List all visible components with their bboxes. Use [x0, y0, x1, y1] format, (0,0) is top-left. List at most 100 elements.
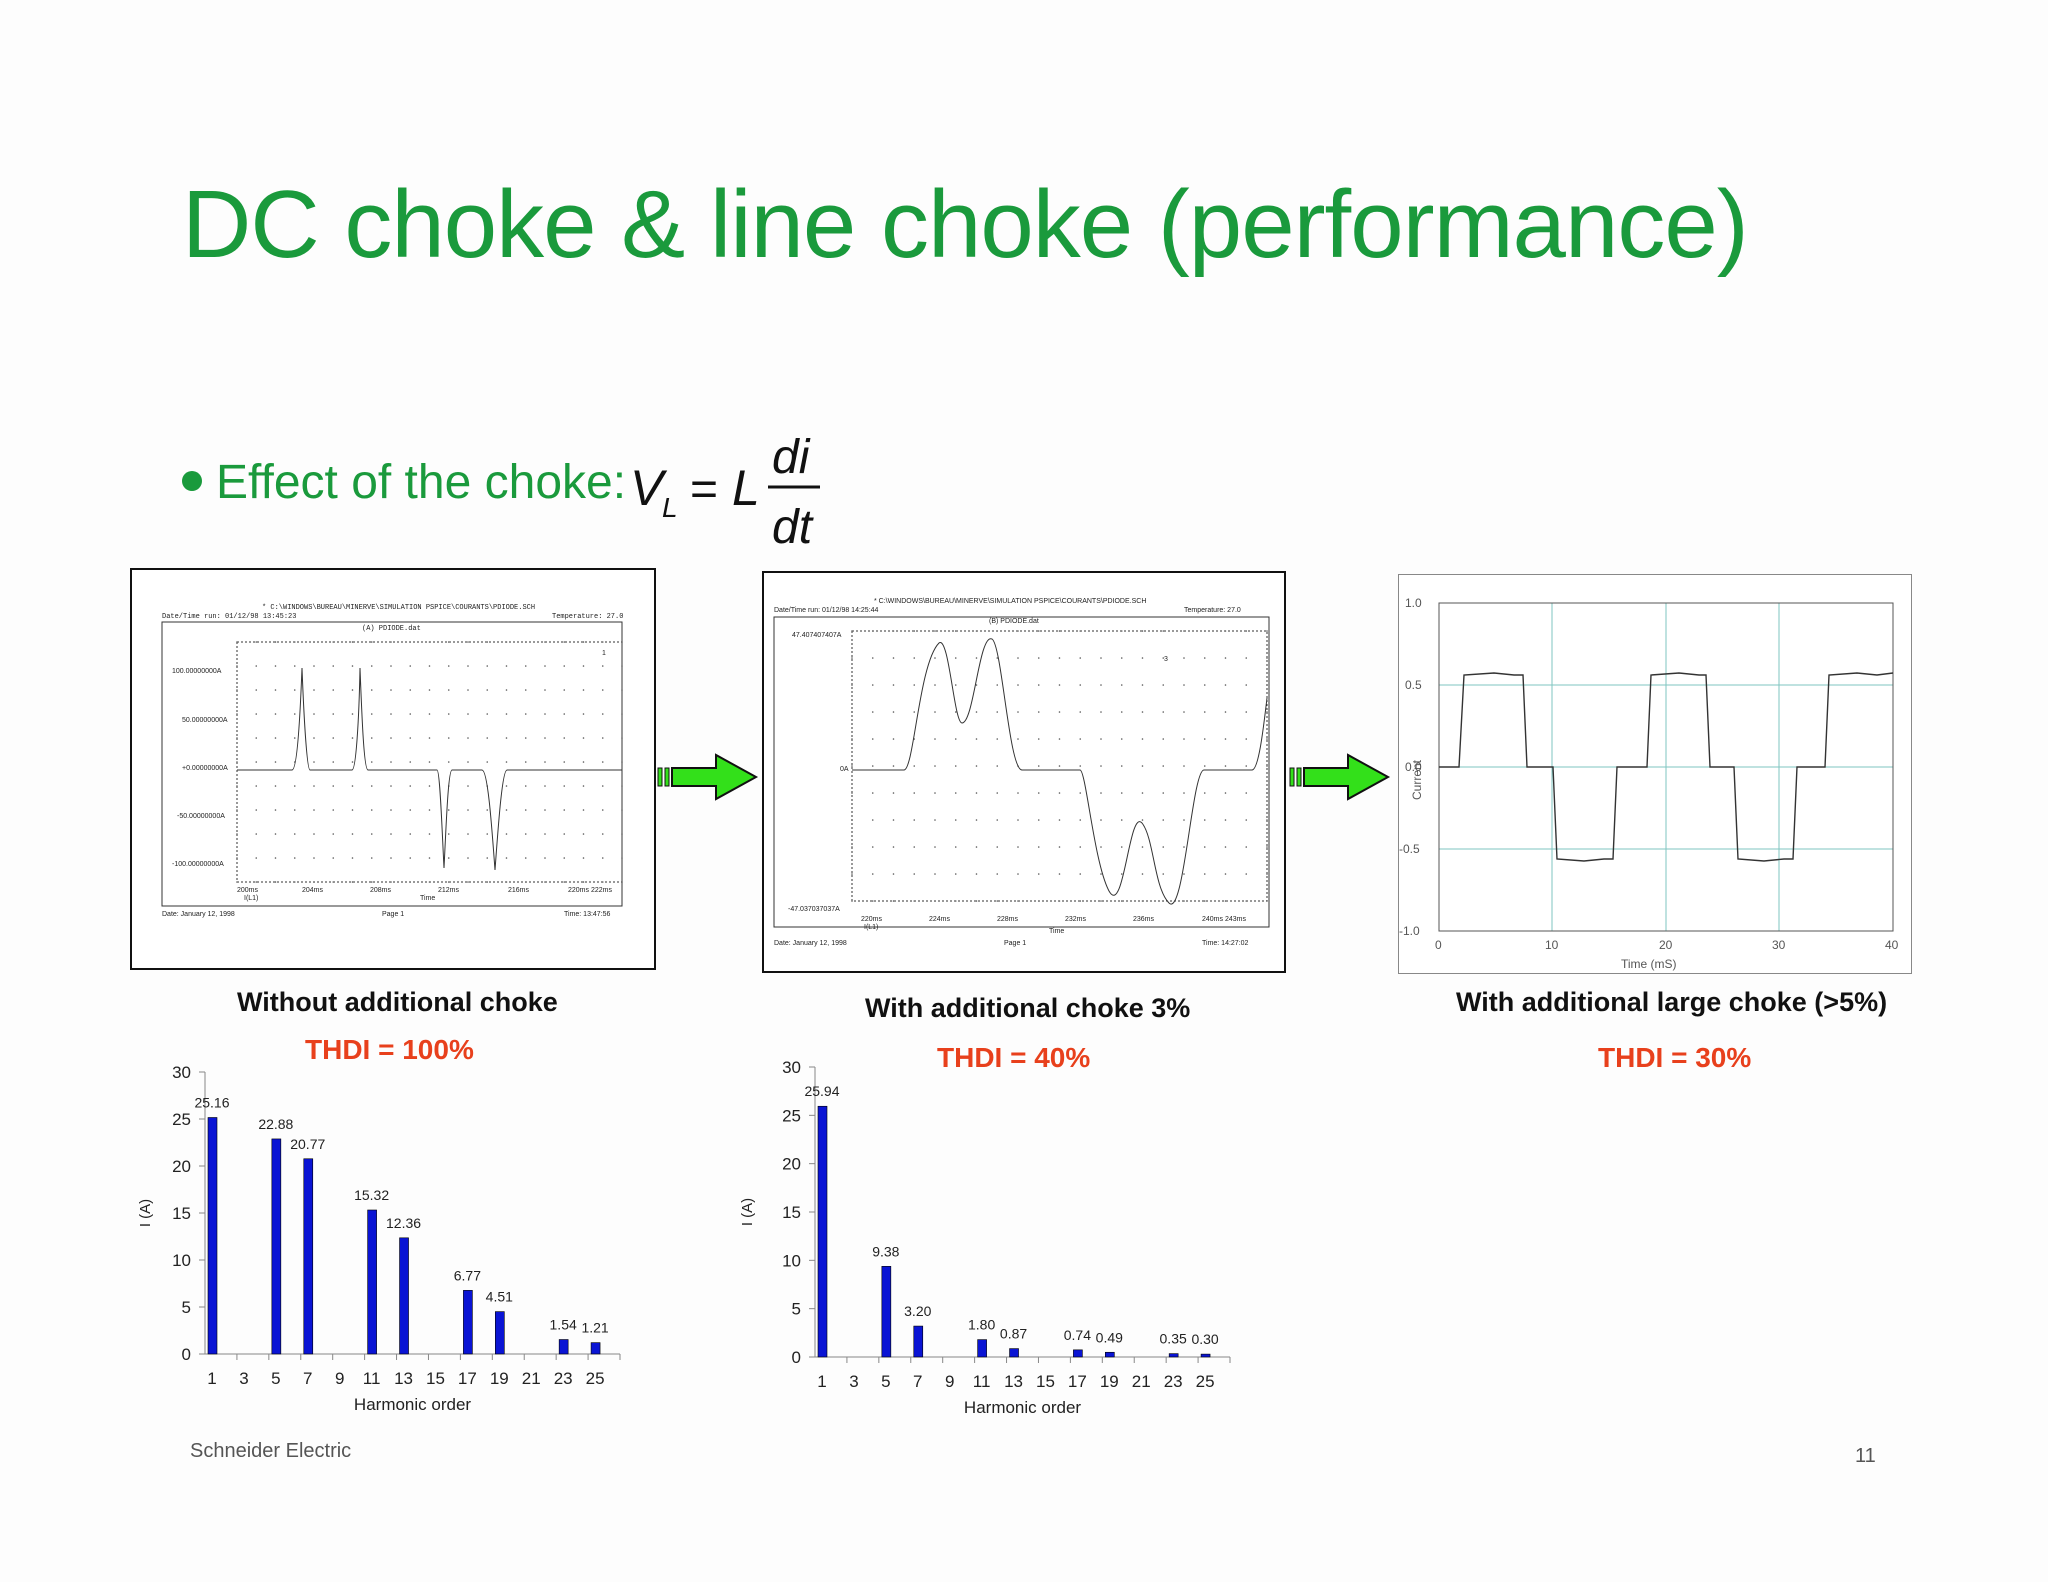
grid-dot [505, 881, 508, 883]
grid-dot [954, 900, 957, 902]
grid-dot [505, 809, 508, 811]
grid-dot [1058, 900, 1061, 902]
grid-dot [1079, 846, 1082, 848]
grid-dot [913, 819, 916, 821]
bar [817, 1105, 828, 1358]
grid-dot [1224, 630, 1227, 632]
grid-dot [486, 809, 489, 811]
grid-dot [1058, 819, 1061, 821]
grid-dot [1120, 711, 1123, 713]
x-tick-label: 7 [303, 1369, 312, 1388]
scope-1-xlabel-5: 220ms 222ms [568, 887, 612, 894]
x-tick-label: 17 [1068, 1372, 1087, 1391]
grid-dot [544, 881, 546, 883]
grid-dot [524, 785, 527, 787]
grid-dot [601, 785, 604, 787]
grid-dot [1079, 738, 1082, 740]
scope-2-dataset: (B) PDIODE.dat [989, 618, 1039, 625]
grid-dot [871, 900, 874, 902]
grid-dot [293, 809, 296, 811]
grid-dot [1079, 873, 1082, 875]
grid-dot [236, 785, 238, 787]
grid-dot [390, 857, 392, 859]
grid-dot [1266, 711, 1268, 713]
grid-dot [1120, 765, 1123, 767]
scope-2-temp: Temperature: 27.0 [1184, 607, 1241, 614]
grid-dot [255, 713, 258, 715]
caption-panel-1: Without additional choke [237, 987, 558, 1017]
y-tick-label: 10 [782, 1251, 801, 1270]
scope-panel-2: * C:\WINDOWS\BUREAU\MINERVE\SIMULATION P… [762, 571, 1286, 973]
grid-dot [255, 857, 258, 859]
grid-dot [1183, 657, 1185, 659]
grid-dot [954, 630, 957, 632]
grid-dot [871, 792, 874, 794]
grid-dot [274, 881, 277, 883]
grid-dot [1141, 846, 1144, 848]
grid-dot [1203, 657, 1206, 659]
grid-dot [1079, 630, 1082, 632]
grid-dot [1266, 819, 1268, 821]
grid-dot [524, 737, 527, 739]
plot-xlabel-2: 20 [1659, 938, 1673, 952]
grid-dot [409, 761, 412, 763]
grid-dot [601, 641, 604, 643]
grid-dot [293, 689, 296, 691]
scope-panel-1: * C:\WINDOWS\BUREAU\MINERVE\SIMULATION P… [130, 568, 656, 970]
grid-dot [332, 737, 335, 739]
data-label: 0.87 [1000, 1326, 1027, 1342]
grid-dot [447, 689, 450, 691]
grid-dot [428, 857, 431, 859]
grid-dot [1266, 738, 1268, 740]
grid-dot [428, 833, 431, 835]
grid-dot [954, 765, 957, 767]
grid-dot [1183, 900, 1185, 902]
grid-dot [428, 761, 431, 763]
grid-dot [447, 713, 450, 715]
data-label: 0.35 [1160, 1331, 1187, 1347]
thdi-panel-1: THDI = 100% [305, 1034, 474, 1065]
grid-dot [447, 881, 450, 883]
grid-dot [975, 765, 978, 767]
scope-2-xlabel-0: 220ms [861, 916, 883, 923]
scope-2-waveform [852, 638, 1268, 905]
grid-dot [851, 900, 853, 902]
grid-dot [913, 792, 916, 794]
grid-dot [621, 761, 623, 763]
grid-dot [954, 738, 957, 740]
grid-dot [1079, 792, 1082, 794]
grid-dot [601, 665, 604, 667]
grid-dot [236, 881, 238, 883]
grid-dot [486, 737, 489, 739]
grid-dot [524, 641, 527, 643]
scope-1-path: * C:\WINDOWS\BUREAU\MINERVE\SIMULATION P… [262, 604, 535, 612]
scope-1-xlabel-4: 216ms [508, 887, 530, 894]
grid-dot [1162, 738, 1165, 740]
grid-dot [544, 689, 546, 691]
grid-dot [1100, 765, 1102, 767]
grid-dot [255, 665, 258, 667]
grid-dot [370, 713, 373, 715]
plot-ytitle: Current [1410, 759, 1424, 800]
bar [1009, 1348, 1019, 1358]
grid-dot [332, 881, 335, 883]
grid-dot [1183, 765, 1185, 767]
grid-dot [236, 689, 238, 691]
grid-dot [1141, 765, 1144, 767]
grid-dot [332, 833, 335, 835]
grid-dot [934, 738, 936, 740]
grid-dot [1245, 657, 1248, 659]
formula-coef: L [732, 460, 760, 516]
grid-dot [1100, 792, 1102, 794]
grid-dot [975, 711, 978, 713]
grid-dot [1037, 765, 1040, 767]
grid-dot [293, 785, 296, 787]
grid-dot [996, 738, 999, 740]
data-label: 0.30 [1191, 1331, 1218, 1347]
grid-dot [975, 684, 978, 686]
bullet-line: Effect of the choke: [182, 455, 626, 510]
grid-dot [934, 711, 936, 713]
x-tick-label: 3 [849, 1372, 858, 1391]
grid-dot [274, 785, 277, 787]
y-tick-label: 15 [782, 1203, 801, 1222]
